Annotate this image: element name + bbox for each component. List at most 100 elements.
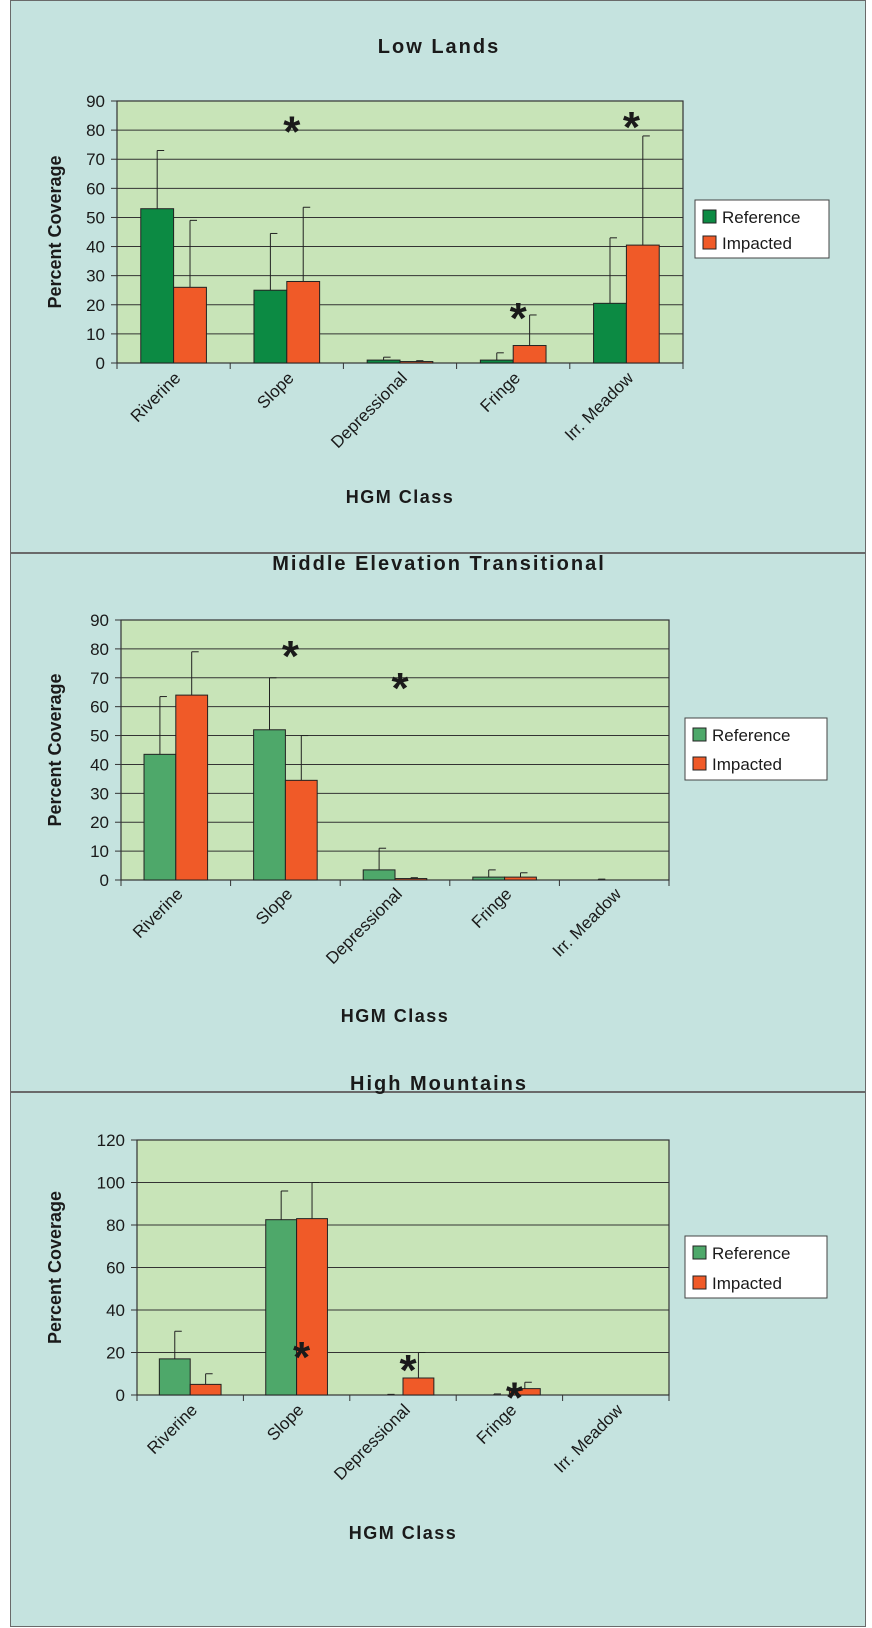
plot-area (116, 100, 684, 364)
legend-box (694, 199, 830, 259)
significance-marker: * (510, 294, 528, 343)
y-tick-label: 70 (86, 150, 105, 169)
y-axis-label: Percent Coverage (45, 673, 65, 826)
chart-low-lands: Low Lands 0 10 20 30 40 50 60 70 80 90 Riverine Slop… (45, 36, 830, 507)
y-tick-label: 30 (90, 784, 109, 803)
legend-label-reference: Reference (712, 726, 790, 745)
category-label: Slope (263, 1400, 307, 1444)
y-tick-label: 10 (86, 325, 105, 344)
category-label: Fringe (468, 884, 516, 932)
y-tick-label: 0 (100, 871, 109, 890)
bar-impacted (504, 876, 537, 881)
legend-label-impacted: Impacted (712, 755, 782, 774)
legend-label-reference: Reference (712, 1244, 790, 1263)
category-label: Depressional (330, 1400, 414, 1484)
bar-reference (472, 876, 506, 881)
y-axis-label: Percent Coverage (45, 155, 65, 308)
legend-swatch-reference (692, 1245, 707, 1260)
chart-high-mountains: High Mountains 0 20 40 60 80 100 120 Riverine Slo… (45, 1073, 828, 1543)
significance-marker: * (399, 1346, 417, 1395)
bar-reference (362, 869, 396, 881)
y-axis-label: Percent Coverage (45, 1191, 65, 1344)
legend-box (684, 1235, 828, 1299)
y-tick-label: 30 (86, 267, 105, 286)
chart-title: Middle Elevation Transitional (272, 553, 606, 575)
category-label: Riverine (143, 1400, 201, 1458)
y-tick-label: 60 (90, 698, 109, 717)
legend-swatch-reference (692, 727, 707, 742)
y-tick-label: 120 (97, 1131, 125, 1150)
significance-marker: * (283, 107, 301, 156)
significance-marker: * (293, 1333, 311, 1382)
y-tick-label: 40 (106, 1301, 125, 1320)
category-label: Fringe (477, 368, 525, 416)
bar-impacted (173, 286, 207, 364)
bar-impacted (512, 345, 547, 364)
panel-middle-elevation: Middle Elevation Transitional 0 10 20 30 40 50… (10, 553, 866, 1092)
legend-label-reference: Reference (722, 208, 800, 227)
x-axis-label: HGM Class (349, 1523, 458, 1543)
bar-impacted (189, 1383, 222, 1396)
bar-reference (140, 208, 175, 364)
bar-reference (253, 289, 288, 364)
legend-swatch-impacted (692, 1275, 707, 1290)
y-tick-label: 80 (86, 121, 105, 140)
significance-marker: * (623, 103, 641, 152)
legend-swatch-impacted (702, 235, 717, 250)
category-label: Slope (252, 884, 296, 928)
bar-impacted (399, 361, 434, 364)
y-tick-label: 40 (90, 755, 109, 774)
y-tick-label: 50 (90, 727, 109, 746)
significance-marker: * (391, 664, 409, 713)
y-tick-label: 0 (116, 1386, 125, 1405)
y-tick-label: 80 (90, 640, 109, 659)
bar-impacted (284, 779, 318, 881)
chart-title: High Mountains (350, 1073, 528, 1095)
bar-reference (143, 753, 177, 881)
y-tick-label: 60 (86, 179, 105, 198)
category-label: Riverine (127, 368, 185, 426)
bar-impacted (625, 244, 660, 364)
y-tick-label: 50 (86, 208, 105, 227)
significance-marker: * (282, 632, 300, 681)
category-label: Slope (253, 368, 297, 412)
y-tick-label: 90 (90, 611, 109, 630)
y-tick-label: 20 (90, 813, 109, 832)
bar-reference (253, 729, 286, 881)
bar-impacted (175, 694, 209, 881)
category-label: Depressional (327, 368, 411, 452)
y-tick-label: 90 (86, 92, 105, 111)
y-tick-label: 20 (86, 296, 105, 315)
bar-reference (593, 302, 627, 364)
y-tick-label: 10 (90, 842, 109, 861)
legend-swatch-reference (702, 209, 717, 224)
category-label: Irr. Meadow (550, 1400, 627, 1477)
y-tick-label: 40 (86, 238, 105, 257)
legend-label-impacted: Impacted (712, 1274, 782, 1293)
bar-impacted (394, 878, 428, 881)
category-label: Depressional (322, 884, 406, 968)
y-tick-label: 100 (97, 1174, 125, 1193)
legend-label-impacted: Impacted (722, 234, 792, 253)
y-tick-label: 60 (106, 1259, 125, 1278)
y-tick-label: 0 (96, 354, 105, 373)
category-label: Irr. Meadow (561, 368, 638, 445)
bar-impacted (296, 1218, 328, 1396)
bar-reference (265, 1219, 298, 1396)
legend-swatch-impacted (692, 756, 707, 771)
x-axis-label: HGM Class (341, 1006, 450, 1026)
plot-area (120, 619, 670, 881)
y-tick-label: 20 (106, 1344, 125, 1363)
panel-high-mountains: High Mountains 0 20 40 60 80 100 120 Riverine Slo… (10, 1073, 866, 1627)
significance-marker: * (506, 1373, 524, 1422)
y-tick-label: 80 (106, 1216, 125, 1235)
chart-title: Low Lands (378, 36, 500, 58)
bar-reference (158, 1358, 191, 1396)
chart-middle-elevation: Middle Elevation Transitional 0 10 20 30 40 50… (45, 553, 828, 1026)
bar-reference (366, 359, 401, 364)
legend-box (684, 717, 828, 781)
category-label: Riverine (129, 884, 187, 942)
bar-reference (479, 359, 514, 364)
y-tick-label: 70 (90, 669, 109, 688)
bar-impacted (286, 280, 321, 364)
